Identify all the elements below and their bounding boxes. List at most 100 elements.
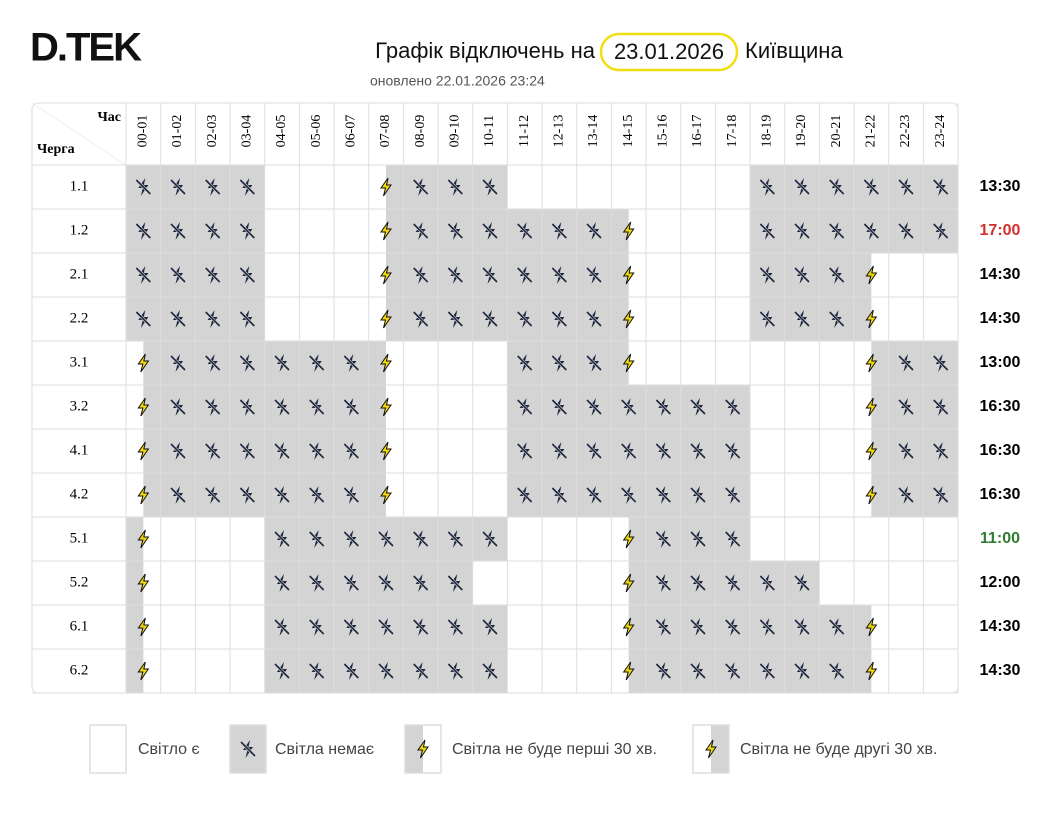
legend-label: Світло є: [138, 741, 200, 758]
legend-item: Світла не буде другі 30 хв.: [692, 724, 937, 774]
icon: [137, 397, 150, 417]
hour-label: 00-01: [136, 115, 151, 148]
slash: [170, 487, 186, 503]
icon: [759, 222, 776, 240]
cell-half-off: [143, 385, 161, 429]
slash: [170, 443, 186, 459]
icon: [551, 266, 568, 284]
legend-swatch: [692, 724, 730, 774]
slash: [586, 399, 602, 415]
slash: [413, 267, 429, 283]
icon: [204, 398, 221, 416]
cell-half-off: [126, 605, 144, 649]
icon: [585, 442, 603, 460]
icon: [620, 442, 637, 460]
slash: [829, 619, 845, 635]
slash: [586, 355, 602, 371]
icon: [689, 530, 707, 548]
slash: [239, 443, 255, 459]
slash: [170, 355, 186, 371]
icon: [897, 486, 915, 504]
slash: [309, 619, 325, 635]
icon: [447, 530, 464, 548]
slash: [551, 223, 567, 239]
icon: [239, 354, 256, 372]
cell-half-off: [368, 341, 386, 385]
slash: [759, 619, 775, 635]
icon: [793, 618, 811, 636]
icon: [239, 222, 256, 240]
corner-hour: Час: [98, 110, 122, 125]
bolt: [137, 485, 150, 505]
slash: [309, 575, 325, 591]
icon: [828, 662, 845, 680]
slash: [447, 531, 463, 547]
hour-label: 14-15: [621, 115, 636, 148]
hour-label: 18-19: [760, 115, 775, 148]
slash: [759, 575, 775, 591]
cell-half-off: [126, 649, 144, 693]
slash: [517, 399, 533, 415]
icon: [412, 266, 429, 284]
slash: [551, 487, 567, 503]
icon: [481, 618, 499, 636]
legend-swatch: [89, 724, 127, 774]
icon: [135, 222, 152, 240]
icon: [169, 354, 187, 372]
cell-half-off: [871, 429, 889, 473]
total: 12:00: [980, 574, 1021, 591]
slash: [309, 443, 325, 459]
icon: [759, 662, 776, 680]
icon: [169, 266, 187, 284]
slash: [447, 663, 463, 679]
cell-half-off: [611, 297, 629, 341]
queue-label: 4.2: [70, 486, 89, 502]
slash: [343, 663, 359, 679]
icon: [897, 354, 915, 372]
icon: [377, 618, 395, 636]
slash: [482, 619, 498, 635]
bolt: [622, 353, 635, 373]
bolt: [865, 617, 878, 637]
slash: [586, 267, 602, 283]
icon: [239, 310, 256, 328]
slash: [725, 399, 741, 415]
icon: [137, 617, 150, 637]
icon: [137, 485, 150, 505]
slash: [170, 311, 186, 327]
slash: [274, 487, 290, 503]
slash: [794, 311, 810, 327]
bolt: [137, 617, 150, 637]
total: 14:30: [980, 310, 1021, 327]
icon: [169, 398, 187, 416]
total: 16:30: [980, 486, 1021, 503]
icon: [516, 266, 533, 284]
icon: [828, 310, 845, 328]
logo: D.TEK: [30, 26, 142, 70]
slash: [343, 531, 359, 547]
icon: [380, 441, 392, 461]
icon: [551, 486, 568, 504]
bolt: [380, 265, 392, 285]
slash: [482, 311, 498, 327]
icon: [135, 266, 152, 284]
slash: [794, 663, 810, 679]
bolt: [380, 441, 392, 461]
slash: [898, 223, 914, 239]
icon: [417, 739, 429, 759]
hour-label: 19-20: [794, 115, 809, 148]
icon: [447, 178, 464, 196]
icon: [204, 354, 221, 372]
icon: [481, 310, 499, 328]
icon: [724, 486, 741, 504]
icon: [377, 574, 395, 592]
hour-label: 12-13: [552, 115, 567, 148]
icon: [828, 618, 845, 636]
icon: [585, 310, 603, 328]
slash: [933, 355, 949, 371]
icon: [412, 618, 429, 636]
bolt: [380, 221, 392, 241]
icon: [273, 354, 291, 372]
slash: [794, 179, 810, 195]
